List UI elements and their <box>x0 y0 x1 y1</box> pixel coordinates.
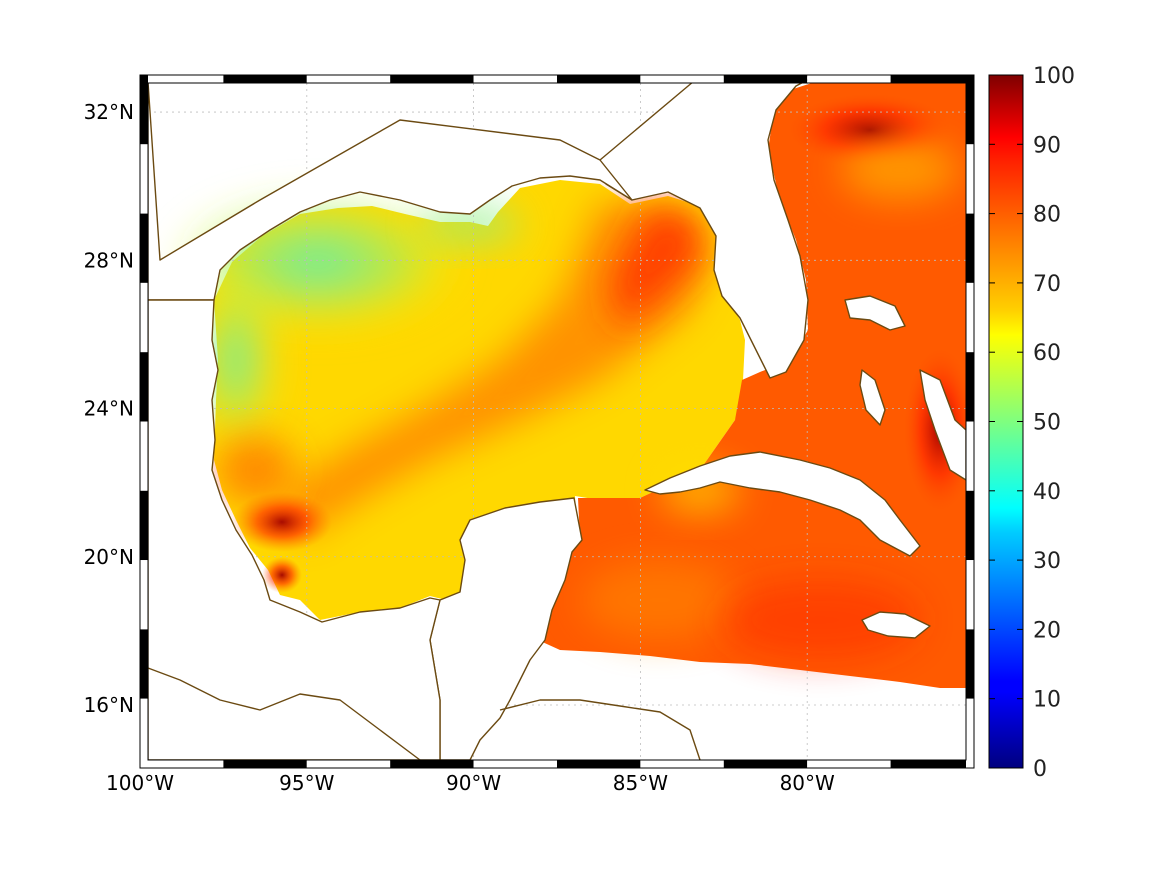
frame-segment <box>723 760 808 768</box>
frame-segment <box>140 144 148 214</box>
frame-segment <box>306 760 391 768</box>
frame-segment <box>966 560 974 630</box>
frame-segment <box>966 75 974 145</box>
cuba-land <box>644 451 921 557</box>
bahamas-land-1 <box>844 295 906 331</box>
frame-segment <box>390 75 474 83</box>
frame-segment <box>966 490 974 561</box>
x-tick-label: 85°W <box>613 771 668 795</box>
colorbar-tick-label: 40 <box>1033 480 1061 505</box>
frame-segment <box>223 75 307 83</box>
frame-segment <box>723 75 808 83</box>
frame-segment <box>140 75 148 145</box>
data-field <box>168 82 966 688</box>
map-frame <box>139 74 975 769</box>
y-tick-label: 20°N <box>84 545 134 569</box>
colorbar-tick-label: 20 <box>1033 618 1061 643</box>
colorbar-tick-label: 70 <box>1033 272 1061 297</box>
frame-segment <box>966 213 974 283</box>
frame-segment <box>140 421 148 491</box>
frame-segment <box>140 490 148 561</box>
bahamas-land-2 <box>859 369 886 426</box>
frame-segment <box>890 760 974 768</box>
x-tick-label: 80°W <box>780 771 835 795</box>
colorbar-tick-label: 0 <box>1033 757 1047 782</box>
frame-segment <box>140 352 148 422</box>
x-tick-label: 95°W <box>279 771 334 795</box>
frame-segment <box>966 144 974 214</box>
colorbar-ticks: 0 10 20 30 40 50 60 70 80 90 100 <box>989 64 1075 782</box>
us-gulf-coast-land <box>147 81 633 301</box>
frame-segment <box>640 760 724 768</box>
frame-outline <box>139 74 975 769</box>
frame-segment <box>807 760 891 768</box>
colorbar-tick-label: 60 <box>1033 341 1061 366</box>
colorbar-tick-label: 50 <box>1033 411 1061 436</box>
frame-segment <box>966 352 974 422</box>
y-tick-label: 16°N <box>84 693 134 717</box>
colorbar-tick-label: 90 <box>1033 133 1061 158</box>
coastlines <box>147 75 967 761</box>
frame-segment <box>807 75 891 83</box>
y-tick-label: 24°N <box>84 397 134 421</box>
frame-segment <box>473 75 557 83</box>
frame-segment <box>966 421 974 491</box>
frame-segment <box>966 629 974 699</box>
frame-segment <box>966 282 974 353</box>
frame-segment <box>140 629 148 699</box>
honduras-coast <box>499 699 701 761</box>
colorbar-tick-label: 80 <box>1033 203 1061 228</box>
frame-segment <box>140 698 148 768</box>
frame-segment <box>140 760 224 768</box>
frame-segment <box>640 75 724 83</box>
frame-inner-outline <box>147 82 967 761</box>
central-america-coast <box>147 667 421 761</box>
frame-segment <box>557 760 641 768</box>
mexico-land <box>147 299 441 761</box>
frame-segment <box>223 760 307 768</box>
colorbar-tick-label: 30 <box>1033 549 1061 574</box>
jamaica-land <box>861 611 931 639</box>
y-tick-label: 32°N <box>84 100 134 124</box>
frame-segment <box>966 698 974 768</box>
x-tick-label: 100°W <box>106 771 174 795</box>
frame-segment <box>140 75 224 83</box>
frame-segment <box>557 75 641 83</box>
frame-segment <box>306 75 391 83</box>
colorbar: 0 10 20 30 40 50 60 70 80 90 100 <box>988 64 1075 782</box>
frame-segment <box>473 760 557 768</box>
y-tick-label: 28°N <box>84 248 134 272</box>
frame-segment <box>140 560 148 630</box>
colorbar-tick-label: 100 <box>1033 64 1075 89</box>
frame-segment <box>140 282 148 353</box>
x-axis-labels: 100°W 95°W 90°W 85°W 80°W <box>106 771 835 795</box>
caribbean-field <box>538 82 966 688</box>
frame-segment <box>890 75 974 83</box>
frame-segment <box>140 213 148 283</box>
y-axis-labels: 16°N 20°N 24°N 28°N 32°N <box>84 100 134 717</box>
frame-segment <box>390 760 474 768</box>
x-tick-label: 90°W <box>446 771 501 795</box>
colorbar-tick-label: 10 <box>1033 688 1061 713</box>
